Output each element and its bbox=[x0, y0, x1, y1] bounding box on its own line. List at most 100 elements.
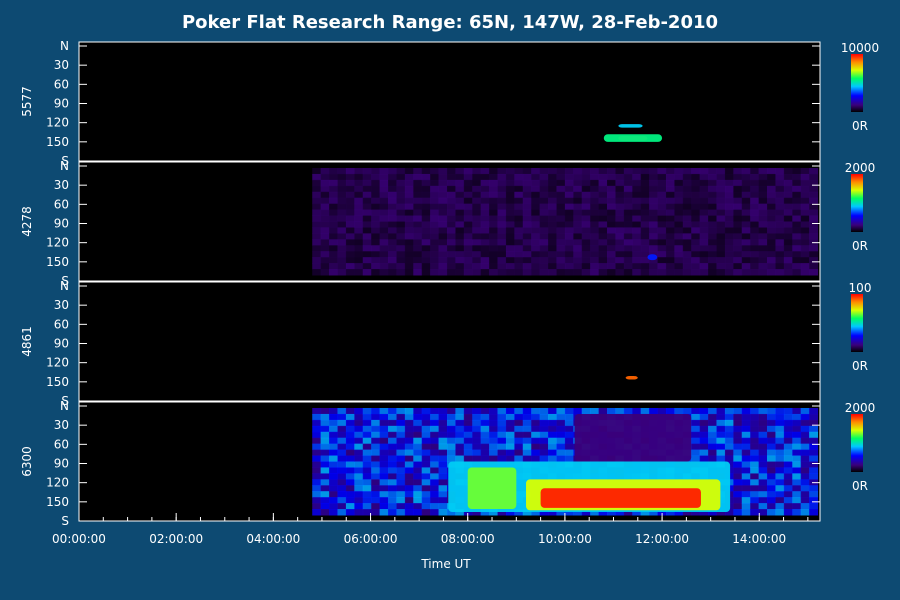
emission-cell bbox=[337, 263, 347, 270]
emission-cell bbox=[691, 437, 701, 445]
y-tick-label: 150 bbox=[46, 375, 69, 389]
emission-cell bbox=[497, 191, 507, 199]
emission-cell bbox=[413, 245, 423, 252]
emission-cell bbox=[691, 215, 701, 222]
emission-cell bbox=[337, 479, 347, 486]
emission-cell bbox=[345, 173, 355, 181]
emission-cell bbox=[750, 419, 760, 427]
emission-cell bbox=[775, 449, 785, 457]
emission-cell bbox=[623, 173, 633, 181]
emission-cell bbox=[463, 443, 473, 451]
emission-cell bbox=[312, 485, 322, 492]
emission-cell bbox=[472, 455, 482, 462]
emission-cell bbox=[505, 245, 515, 252]
emission-cell bbox=[556, 251, 566, 258]
emission-cell bbox=[421, 203, 431, 211]
emission-cell bbox=[388, 233, 397, 240]
emission-cell bbox=[750, 467, 760, 474]
emission-cell bbox=[800, 269, 810, 276]
emission-cell bbox=[531, 443, 541, 451]
emission-cell bbox=[480, 209, 490, 217]
emission-cell bbox=[345, 509, 355, 516]
emission-cell bbox=[682, 509, 692, 516]
emission-cell bbox=[548, 173, 557, 181]
emission-cell bbox=[430, 503, 440, 510]
emission-cell bbox=[699, 173, 709, 181]
emission-cell bbox=[539, 227, 549, 234]
emission-cell bbox=[767, 449, 776, 457]
emission-cell bbox=[573, 191, 583, 199]
emission-cell bbox=[379, 173, 389, 181]
emission-cell bbox=[564, 168, 574, 175]
emission-cell bbox=[581, 221, 591, 228]
emission-cell bbox=[404, 179, 414, 187]
emission-cell bbox=[354, 455, 364, 462]
emission-cell bbox=[396, 479, 406, 486]
emission-cell bbox=[783, 197, 793, 205]
emission-cell bbox=[489, 245, 499, 252]
emission-cell bbox=[480, 257, 490, 264]
emission-cell bbox=[522, 509, 532, 516]
emission-cell bbox=[388, 191, 397, 199]
emission-cell bbox=[699, 257, 709, 264]
emission-cell bbox=[446, 203, 456, 211]
emission-cell bbox=[430, 491, 440, 498]
emission-cell bbox=[632, 245, 642, 252]
emission-cell bbox=[505, 191, 515, 199]
emission-cell bbox=[438, 509, 448, 516]
emission-cell bbox=[345, 491, 355, 498]
emission-cell bbox=[413, 473, 423, 480]
emission-cell bbox=[539, 413, 549, 421]
emission-cell bbox=[556, 245, 566, 252]
emission-cell bbox=[354, 221, 364, 228]
emission-cell bbox=[438, 461, 448, 468]
emission-cell bbox=[716, 408, 726, 415]
emission-cell bbox=[539, 408, 549, 415]
emission-region bbox=[625, 375, 638, 380]
emission-cell bbox=[312, 497, 322, 504]
emission-cell bbox=[497, 168, 507, 175]
emission-cell bbox=[758, 449, 768, 457]
emission-cell bbox=[741, 509, 751, 516]
emission-cell bbox=[800, 467, 810, 474]
emission-cell bbox=[581, 197, 591, 205]
emission-cell bbox=[657, 263, 667, 270]
emission-cell bbox=[665, 408, 675, 415]
emission-cell bbox=[539, 215, 549, 222]
emission-cell bbox=[505, 203, 515, 211]
emission-cell bbox=[489, 443, 499, 451]
emission-cell bbox=[767, 269, 776, 276]
emission-cell bbox=[809, 269, 819, 276]
emission-cell bbox=[472, 191, 482, 199]
emission-cell bbox=[783, 425, 793, 433]
emission-cell bbox=[733, 467, 743, 474]
emission-cell bbox=[421, 269, 431, 276]
emission-cell bbox=[421, 185, 431, 193]
emission-cell bbox=[649, 408, 659, 415]
emission-cell bbox=[472, 425, 482, 433]
emission-cell bbox=[767, 179, 776, 187]
emission-cell bbox=[421, 491, 431, 498]
emission-cell bbox=[598, 209, 608, 217]
emission-cell bbox=[792, 179, 802, 187]
y-tick-label: 60 bbox=[54, 197, 69, 211]
emission-cell bbox=[531, 197, 541, 205]
emission-cell bbox=[741, 263, 751, 270]
emission-cell bbox=[741, 455, 751, 462]
emission-cell bbox=[724, 191, 734, 199]
emission-cell bbox=[590, 269, 600, 276]
emission-cell bbox=[691, 191, 701, 199]
emission-cell bbox=[455, 179, 465, 187]
emission-cell bbox=[716, 431, 726, 439]
emission-cell bbox=[783, 491, 793, 498]
emission-cell bbox=[607, 227, 616, 234]
emission-cell bbox=[750, 497, 760, 504]
emission-cell bbox=[649, 257, 659, 264]
emission-cell bbox=[623, 179, 633, 187]
emission-cell bbox=[362, 461, 372, 468]
emission-cell bbox=[590, 263, 600, 270]
emission-cell bbox=[674, 179, 684, 187]
emission-cell bbox=[505, 233, 515, 240]
emission-cell bbox=[320, 191, 330, 199]
emission-cell bbox=[463, 419, 473, 427]
